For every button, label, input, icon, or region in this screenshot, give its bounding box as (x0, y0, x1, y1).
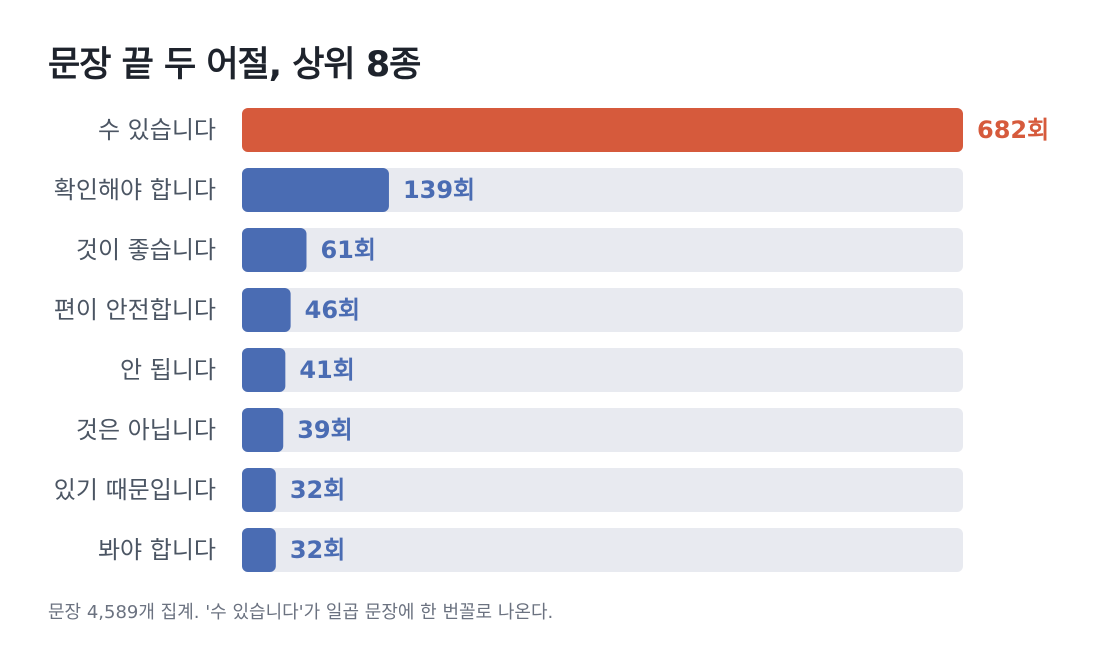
bar-track (242, 468, 963, 512)
category-label: 것은 아닙니다 (76, 416, 216, 444)
bar (242, 468, 276, 512)
value-label: 46회 (305, 296, 360, 324)
value-label: 61회 (320, 236, 375, 264)
bar-track (242, 168, 963, 212)
bar (242, 228, 307, 272)
bar (242, 288, 291, 332)
value-label: 139회 (403, 176, 475, 204)
value-label: 32회 (290, 476, 345, 504)
category-label: 것이 좋습니다 (76, 236, 216, 264)
chart-footnote: 문장 4,589개 집계. '수 있습니다'가 일곱 문장에 한 번꼴로 나온다… (48, 602, 554, 623)
category-label: 편이 안전합니다 (54, 296, 216, 324)
bar-track (242, 528, 963, 572)
value-label: 39회 (297, 416, 352, 444)
bar (242, 408, 284, 452)
bar (242, 348, 286, 392)
category-label: 안 됩니다 (120, 356, 216, 384)
bar-track (242, 348, 963, 392)
bar-track (242, 288, 963, 332)
category-label: 봐야 합니다 (98, 536, 216, 564)
category-label: 수 있습니다 (98, 116, 216, 144)
bar-track (242, 228, 963, 272)
bar (242, 528, 276, 572)
chart-title: 문장 끝 두 어절, 상위 8종 (48, 45, 421, 85)
bar (242, 168, 389, 212)
category-label: 확인해야 합니다 (54, 176, 216, 204)
value-label: 682회 (977, 116, 1049, 144)
bar-track (242, 408, 963, 452)
value-label: 41회 (299, 356, 354, 384)
bar (242, 108, 963, 152)
value-label: 32회 (290, 536, 345, 564)
category-label: 있기 때문입니다 (54, 476, 216, 504)
